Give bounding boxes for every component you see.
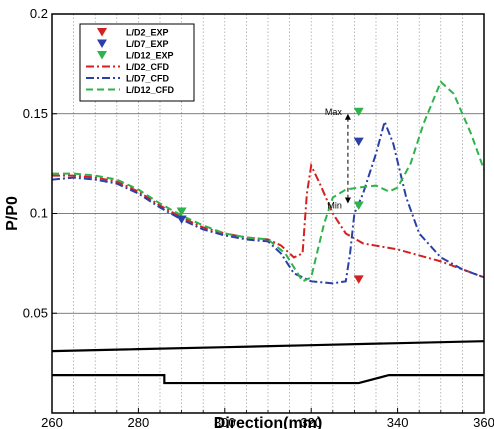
legend-label-l-d12-exp: L/D12_EXP	[126, 51, 174, 61]
x-tick-label: 360	[473, 415, 494, 429]
data-point-l-d2-exp	[353, 275, 364, 284]
legend-swatch-l-d7-exp	[97, 39, 107, 48]
legend-label-l-d7-exp: L/D7_EXP	[126, 39, 169, 49]
x-axis-title: Direction(mm)	[214, 415, 322, 429]
series-line-l-d2-cfd	[52, 162, 485, 279]
tick-layer: 260 280 300 320 340 360 0.05 0.1 0.15 0.2	[23, 6, 494, 429]
legend-label-l-d7-cfd: L/D7_CFD	[126, 74, 170, 84]
min-label: Min	[327, 201, 342, 211]
y-tick-label: 0.2	[30, 6, 48, 21]
data-point-l-d12-exp	[353, 107, 364, 117]
x-tick-label: 340	[387, 415, 409, 429]
legend-swatch-l-d2-exp	[97, 28, 107, 37]
lower-wall-line	[52, 373, 484, 385]
x-tick-label: 260	[41, 415, 63, 429]
legend-label-l-d2-exp: L/D2_EXP	[126, 28, 169, 38]
data-point-l-d7-exp	[353, 137, 364, 147]
legend-swatch-l-d12-exp	[97, 51, 107, 60]
legend-label-l-d2-cfd: L/D2_CFD	[126, 62, 170, 72]
range-arrow-head-top	[344, 113, 351, 120]
series-layer	[51, 80, 485, 285]
geometry-layer	[51, 340, 485, 385]
series-line-l-d12-cfd	[52, 80, 485, 283]
data-point-l-d12-exp	[176, 207, 187, 217]
y-tick-label: 0.15	[23, 106, 48, 121]
legend-box	[79, 23, 195, 102]
x-tick-label: 300	[214, 415, 236, 429]
y-tick-label: 0.1	[30, 206, 48, 221]
legend-label-l-d12-cfd: L/D12_CFD	[126, 85, 175, 95]
range-arrow-head-bottom	[344, 197, 351, 204]
upper-wall-line	[51, 340, 485, 353]
x-tick-label: 280	[128, 415, 150, 429]
max-label: Max	[325, 107, 343, 117]
y-tick-label: 0.05	[23, 305, 48, 320]
data-point-l-d7-exp	[176, 215, 187, 224]
y-axis-title: P/P0	[4, 196, 21, 231]
x-tick-label: 320	[300, 415, 322, 429]
data-point-l-d12-exp	[353, 201, 364, 211]
annotation-layer: Max Min	[325, 107, 351, 211]
